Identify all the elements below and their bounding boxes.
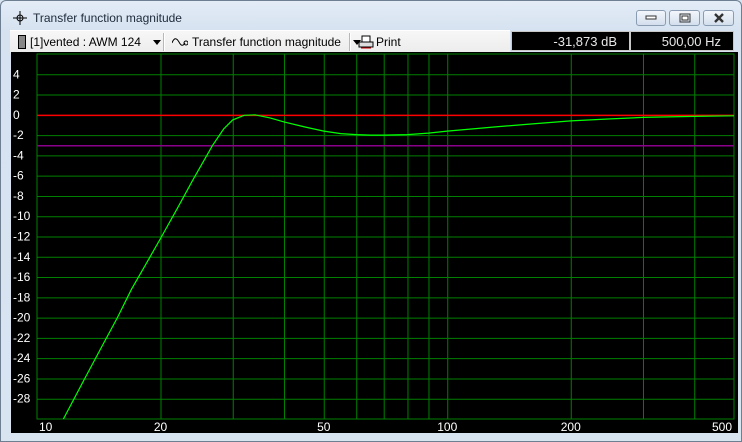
toolbar-divider [163,33,164,51]
wave-icon [172,38,188,46]
level-readout: -31,873 dB [511,31,630,51]
y-tick-label: -18 [13,290,31,304]
transfer-function-chart[interactable]: 420-2-4-6-8-10-12-14-16-18-20-22-24-26-2… [11,52,738,434]
y-tick-label: -14 [13,250,31,264]
print-label: Print [376,35,401,49]
view-select-value: Transfer function magnitude [192,35,341,49]
x-tick-label: 200 [561,420,581,433]
window-title: Transfer function magnitude [33,11,182,25]
maximize-button[interactable] [669,10,700,26]
crosshair-icon [13,11,27,25]
y-tick-label: 4 [13,67,20,81]
y-tick-label: -16 [13,270,31,284]
magnitude-curve [62,114,735,420]
y-tick-label: -20 [13,311,31,325]
chevron-down-icon [152,39,161,45]
y-tick-label: -12 [13,230,31,244]
y-tick-label: -22 [13,331,31,345]
y-tick-label: -28 [13,392,31,406]
x-tick-label: 10 [39,420,53,433]
y-tick-label: -24 [13,351,31,365]
close-button[interactable] [703,10,734,26]
minimize-icon [645,15,657,20]
printer-icon [358,35,374,49]
x-tick-label: 50 [317,420,331,433]
speaker-icon [18,35,26,49]
plot-area[interactable]: 4 2 0 -2 -4 -6 -8 -10 -12 -14 -16 -18 -20 -22 -24 -26 -2… [11,52,738,434]
x-tick-label: 20 [154,420,168,433]
maximize-icon [679,13,690,23]
minimize-button[interactable] [636,10,666,26]
driver-select[interactable]: [1]vented : AWM 124 [18,34,161,50]
y-tick-label: -4 [13,148,24,162]
x-tick-label: 100 [437,420,457,433]
y-tick-label: -10 [13,209,31,223]
y-tick-label: -6 [13,169,24,183]
y-tick-label: 2 [13,88,20,102]
y-tick-label: -26 [13,371,31,385]
x-tick-label: 500 [712,420,732,433]
view-select[interactable]: Transfer function magnitude [172,34,361,50]
driver-select-value: [1]vented : AWM 124 [30,35,141,49]
toolbar: [1]vented : AWM 124 Transfer function ma… [10,30,510,53]
close-icon [713,13,724,23]
frequency-readout: 500,00 Hz [630,31,734,51]
chevron-down-icon [352,39,361,45]
toolbar-divider [349,33,350,51]
y-tick-label: 0 [13,108,20,122]
y-tick-label: -2 [13,128,24,142]
print-button[interactable]: Print [358,34,401,50]
y-tick-label: -8 [13,189,24,203]
